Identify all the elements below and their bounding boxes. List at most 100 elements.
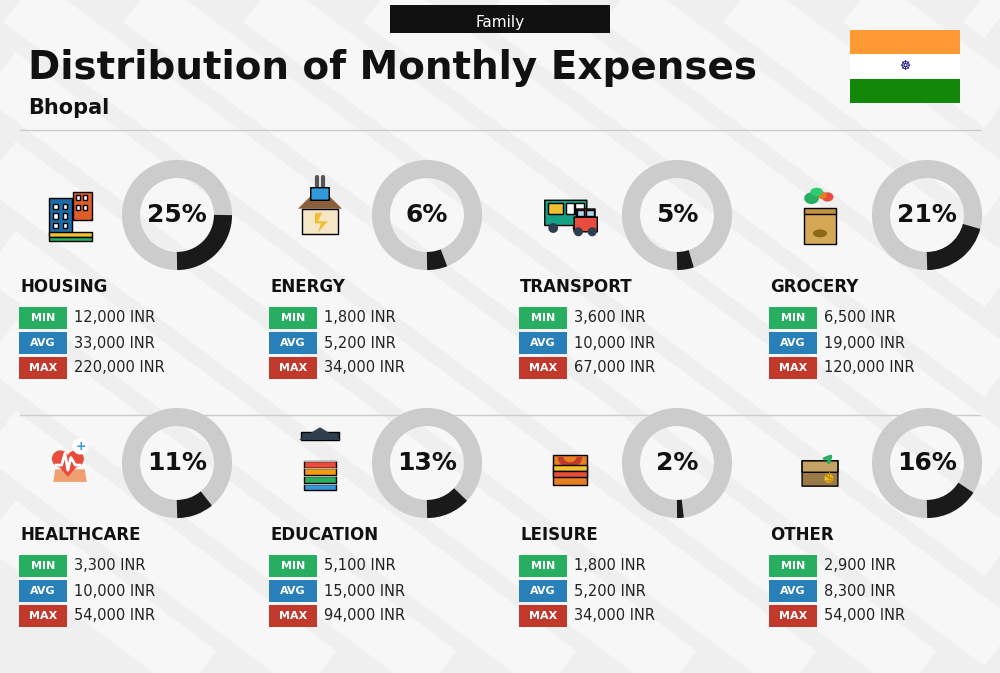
FancyBboxPatch shape bbox=[553, 465, 587, 470]
FancyBboxPatch shape bbox=[53, 213, 58, 219]
Text: AVG: AVG bbox=[280, 338, 306, 348]
Circle shape bbox=[549, 224, 557, 232]
Text: AVG: AVG bbox=[780, 586, 806, 596]
FancyBboxPatch shape bbox=[19, 605, 67, 627]
FancyBboxPatch shape bbox=[545, 201, 587, 225]
FancyBboxPatch shape bbox=[63, 213, 67, 219]
FancyBboxPatch shape bbox=[83, 205, 87, 209]
Text: MIN: MIN bbox=[31, 561, 55, 571]
FancyBboxPatch shape bbox=[63, 223, 67, 228]
FancyBboxPatch shape bbox=[311, 188, 329, 201]
FancyBboxPatch shape bbox=[19, 357, 67, 379]
FancyBboxPatch shape bbox=[53, 204, 58, 209]
FancyBboxPatch shape bbox=[269, 357, 317, 379]
FancyBboxPatch shape bbox=[519, 332, 567, 354]
FancyBboxPatch shape bbox=[19, 332, 67, 354]
FancyBboxPatch shape bbox=[769, 555, 817, 577]
FancyBboxPatch shape bbox=[76, 205, 80, 209]
Text: 1,800 INR: 1,800 INR bbox=[574, 559, 646, 573]
Text: 10,000 INR: 10,000 INR bbox=[74, 583, 155, 598]
FancyBboxPatch shape bbox=[566, 203, 574, 214]
Text: AVG: AVG bbox=[30, 338, 56, 348]
Ellipse shape bbox=[822, 192, 833, 201]
Text: OTHER: OTHER bbox=[770, 526, 834, 544]
Text: 6,500 INR: 6,500 INR bbox=[824, 310, 896, 326]
Ellipse shape bbox=[810, 188, 823, 196]
Text: ENERGY: ENERGY bbox=[270, 278, 345, 296]
Text: MAX: MAX bbox=[29, 363, 57, 373]
FancyBboxPatch shape bbox=[19, 580, 67, 602]
FancyBboxPatch shape bbox=[76, 195, 80, 200]
Text: MIN: MIN bbox=[31, 313, 55, 323]
FancyBboxPatch shape bbox=[269, 580, 317, 602]
Text: 5%: 5% bbox=[656, 203, 698, 227]
FancyBboxPatch shape bbox=[769, 605, 817, 627]
Text: MAX: MAX bbox=[529, 611, 557, 621]
Text: MIN: MIN bbox=[531, 313, 555, 323]
FancyBboxPatch shape bbox=[302, 209, 338, 234]
Circle shape bbox=[588, 228, 596, 236]
Text: 21%: 21% bbox=[897, 203, 957, 227]
FancyBboxPatch shape bbox=[574, 217, 597, 232]
Text: MAX: MAX bbox=[779, 363, 807, 373]
Text: 67,000 INR: 67,000 INR bbox=[574, 361, 655, 376]
Text: AVG: AVG bbox=[280, 586, 306, 596]
FancyBboxPatch shape bbox=[304, 476, 336, 483]
Text: Family: Family bbox=[475, 15, 525, 30]
Text: TRANSPORT: TRANSPORT bbox=[520, 278, 633, 296]
FancyBboxPatch shape bbox=[769, 580, 817, 602]
Text: 25%: 25% bbox=[147, 203, 207, 227]
FancyBboxPatch shape bbox=[519, 555, 567, 577]
Text: 10,000 INR: 10,000 INR bbox=[574, 336, 655, 351]
Ellipse shape bbox=[817, 192, 827, 199]
Text: 19,000 INR: 19,000 INR bbox=[824, 336, 905, 351]
FancyBboxPatch shape bbox=[850, 79, 960, 103]
Text: 8,300 INR: 8,300 INR bbox=[824, 583, 896, 598]
Text: AVG: AVG bbox=[780, 338, 806, 348]
FancyBboxPatch shape bbox=[548, 203, 563, 214]
FancyBboxPatch shape bbox=[73, 192, 92, 219]
FancyBboxPatch shape bbox=[301, 431, 339, 440]
FancyBboxPatch shape bbox=[769, 307, 817, 329]
FancyBboxPatch shape bbox=[576, 209, 595, 217]
FancyBboxPatch shape bbox=[850, 30, 960, 55]
Ellipse shape bbox=[825, 474, 833, 483]
FancyBboxPatch shape bbox=[304, 484, 336, 491]
Text: LEISURE: LEISURE bbox=[520, 526, 598, 544]
Text: 13%: 13% bbox=[397, 451, 457, 475]
Text: EDUCATION: EDUCATION bbox=[270, 526, 378, 544]
Text: 120,000 INR: 120,000 INR bbox=[824, 361, 915, 376]
FancyBboxPatch shape bbox=[49, 198, 72, 236]
Circle shape bbox=[73, 439, 88, 454]
Text: Distribution of Monthly Expenses: Distribution of Monthly Expenses bbox=[28, 49, 757, 87]
Text: 3,300 INR: 3,300 INR bbox=[74, 559, 146, 573]
Polygon shape bbox=[315, 213, 328, 233]
Polygon shape bbox=[299, 427, 341, 440]
Text: 3,600 INR: 3,600 INR bbox=[574, 310, 646, 326]
Text: 12,000 INR: 12,000 INR bbox=[74, 310, 155, 326]
Text: 11%: 11% bbox=[147, 451, 207, 475]
Text: 94,000 INR: 94,000 INR bbox=[324, 608, 405, 623]
Text: MIN: MIN bbox=[281, 313, 305, 323]
FancyBboxPatch shape bbox=[519, 580, 567, 602]
Text: HOUSING: HOUSING bbox=[20, 278, 107, 296]
Text: 2,900 INR: 2,900 INR bbox=[824, 559, 896, 573]
FancyBboxPatch shape bbox=[83, 195, 87, 200]
FancyBboxPatch shape bbox=[269, 332, 317, 354]
Text: $: $ bbox=[825, 472, 833, 485]
FancyBboxPatch shape bbox=[575, 203, 584, 214]
Text: MIN: MIN bbox=[281, 561, 305, 571]
FancyBboxPatch shape bbox=[553, 454, 587, 485]
Text: MAX: MAX bbox=[529, 363, 557, 373]
FancyBboxPatch shape bbox=[553, 471, 587, 476]
Text: AVG: AVG bbox=[530, 338, 556, 348]
Text: 5,200 INR: 5,200 INR bbox=[324, 336, 396, 351]
Ellipse shape bbox=[804, 192, 819, 204]
FancyBboxPatch shape bbox=[49, 232, 92, 237]
FancyBboxPatch shape bbox=[19, 555, 67, 577]
Text: MAX: MAX bbox=[279, 611, 307, 621]
Text: +: + bbox=[75, 439, 86, 453]
Text: MIN: MIN bbox=[531, 561, 555, 571]
FancyBboxPatch shape bbox=[304, 468, 336, 475]
Text: Bhopal: Bhopal bbox=[28, 98, 109, 118]
